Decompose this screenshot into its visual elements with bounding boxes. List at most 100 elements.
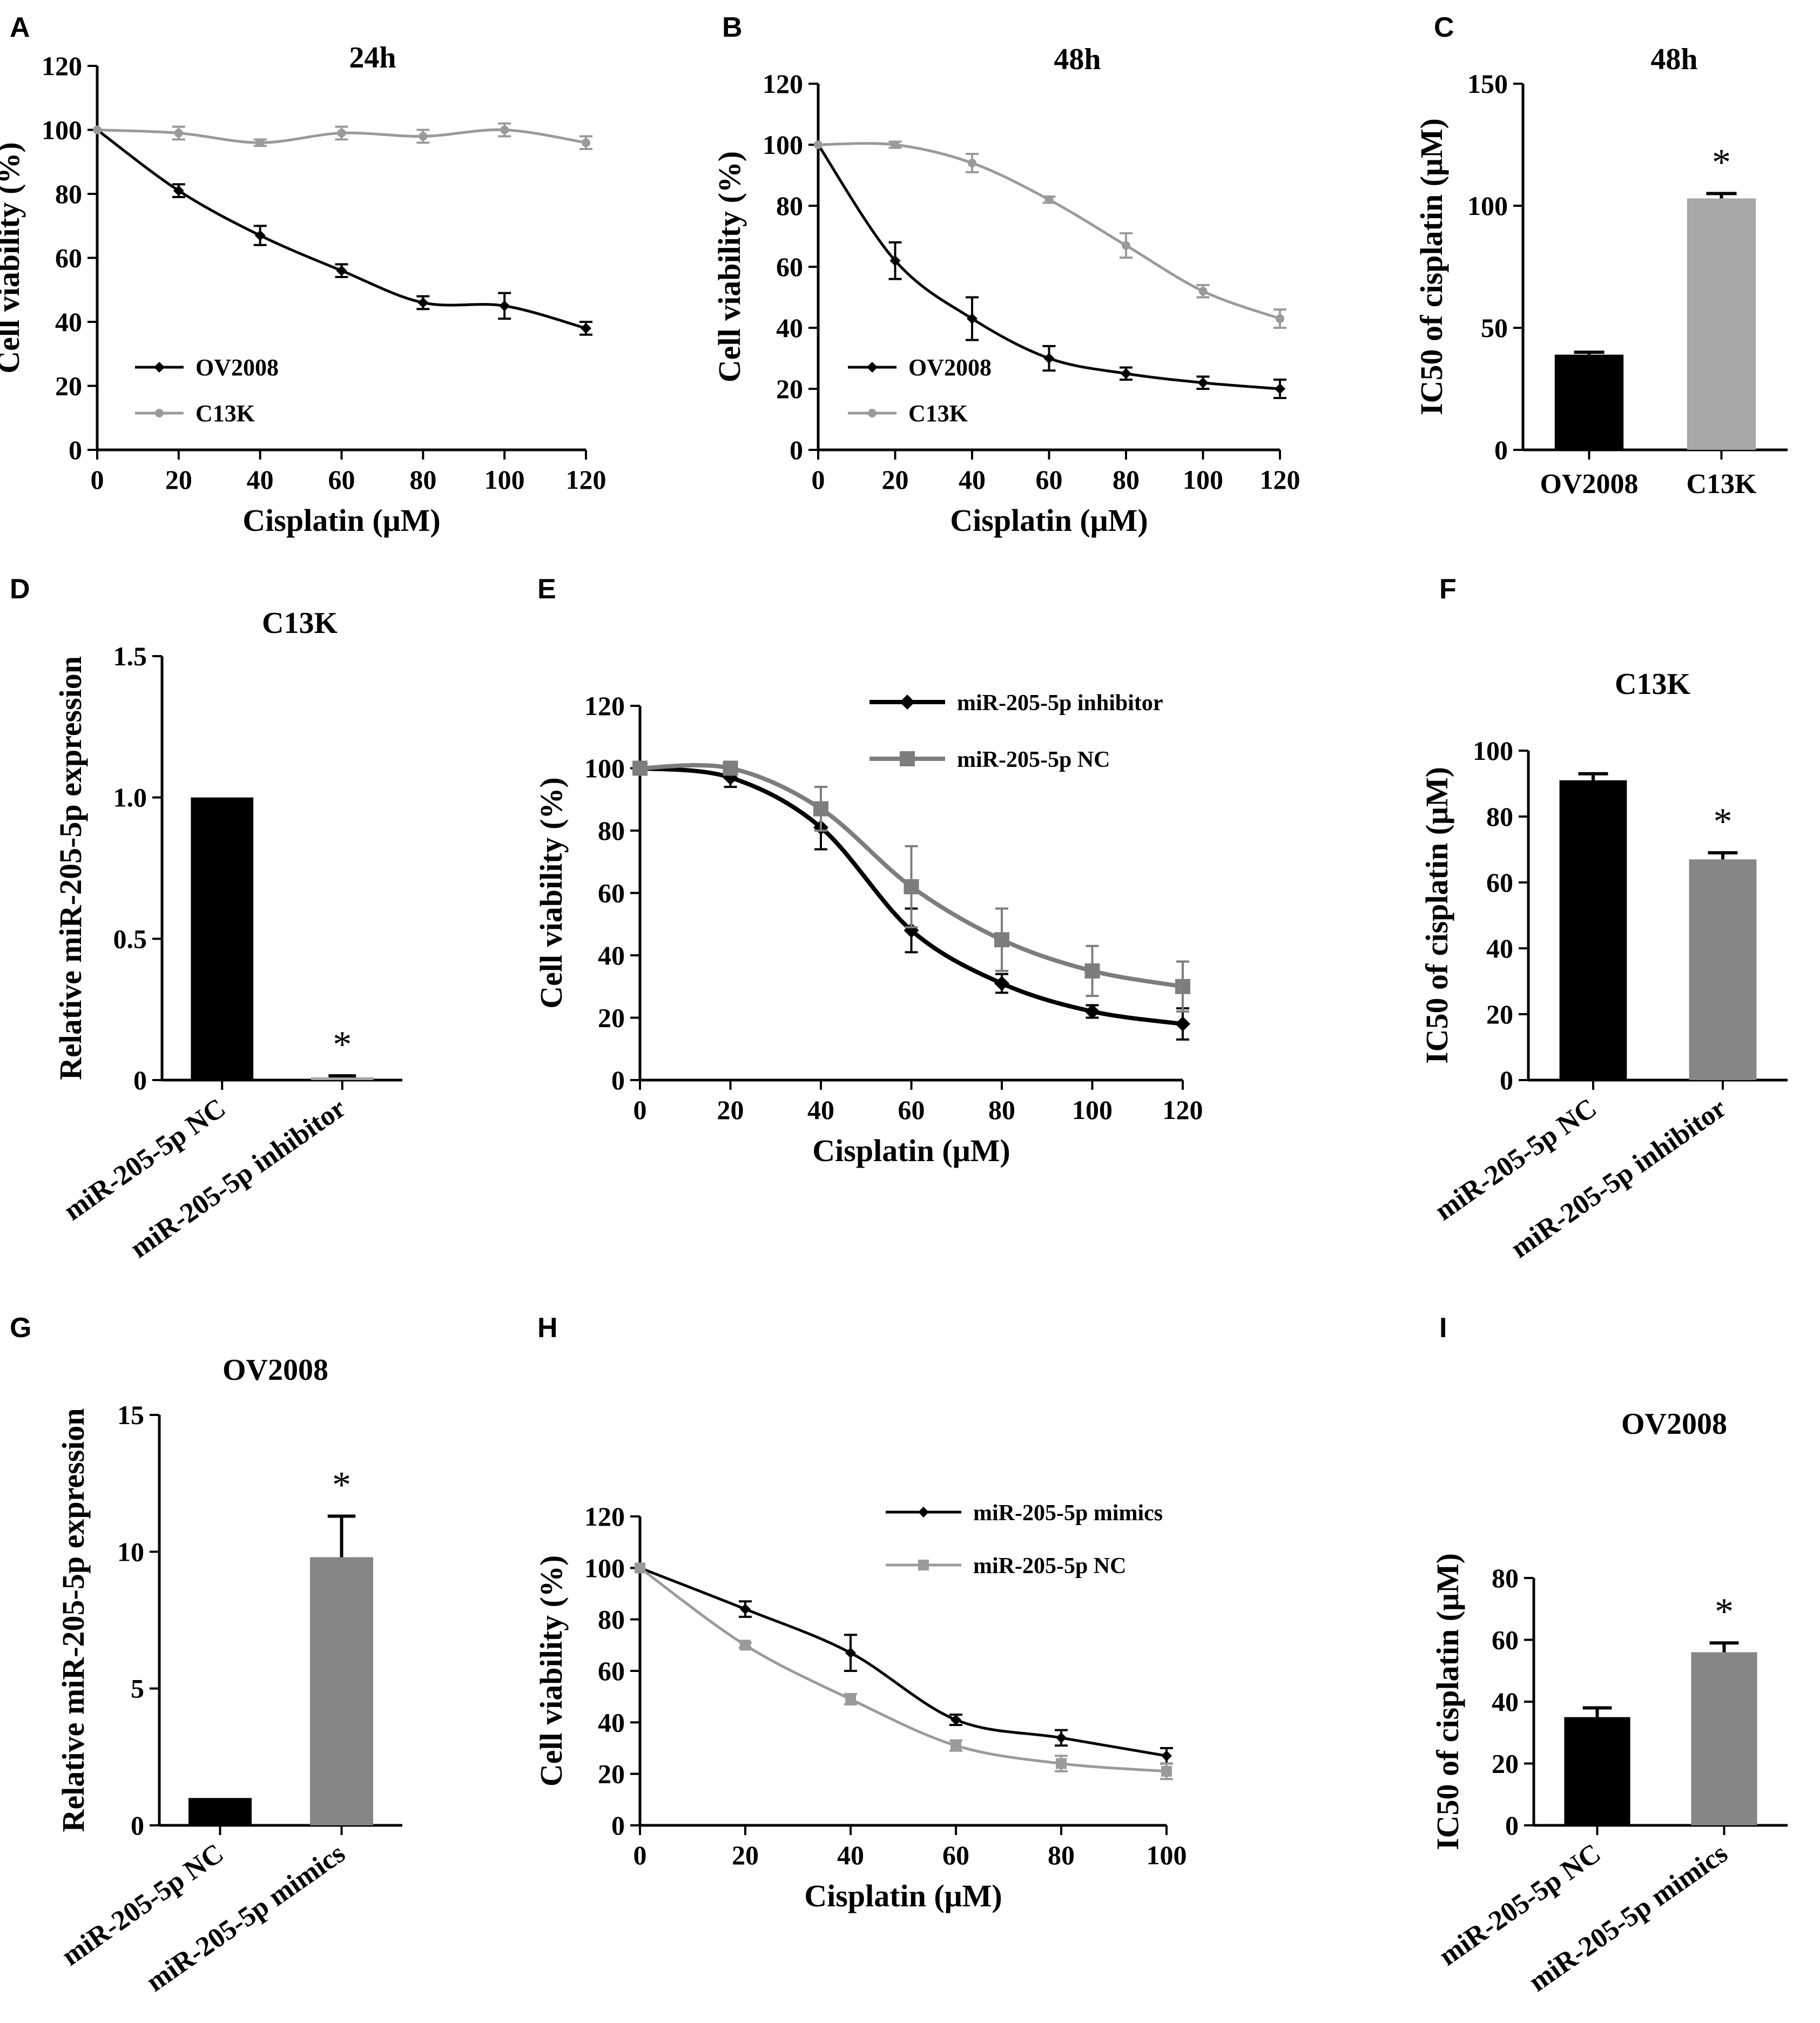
panel-title: 48h	[1650, 43, 1697, 76]
y-tick-label: 60	[1492, 1625, 1519, 1655]
bar	[1554, 354, 1624, 450]
legend-entry: C13K	[848, 400, 968, 427]
x-tick-label: 120	[1260, 464, 1300, 495]
series-ov2008	[92, 124, 592, 336]
legend-marker	[918, 1560, 929, 1570]
y-tick-label: 100	[1473, 736, 1513, 766]
x-tick-label: 60	[898, 1095, 925, 1125]
panel-title: 24h	[349, 41, 396, 75]
legend-label: OV2008	[196, 354, 279, 381]
data-point	[814, 140, 823, 149]
y-tick-label: 40	[598, 940, 625, 970]
y-tick-label: 20	[1486, 999, 1513, 1029]
x-tick-label: 120	[566, 464, 606, 495]
y-tick-label: 100	[763, 130, 803, 160]
x-tick-label: 80	[1048, 1840, 1075, 1870]
significance-star: *	[1712, 141, 1731, 183]
panel-A: A 24h 0 20 40 60 80 100 120 Cell viability (%) 0 20…	[0, 12, 606, 538]
panel-letter: I	[1439, 1312, 1447, 1344]
y-tick-label: 20	[598, 1759, 625, 1789]
data-point	[1056, 1758, 1067, 1769]
data-point	[1056, 1732, 1067, 1743]
y-tick-label: 0	[1494, 435, 1508, 465]
data-point	[500, 125, 509, 134]
legend-marker	[155, 409, 164, 417]
data-point	[1275, 383, 1285, 394]
data-point	[740, 1640, 751, 1651]
panel-title: C13K	[262, 606, 338, 640]
x-tick-label: 40	[807, 1095, 834, 1125]
data-point	[1276, 314, 1284, 323]
y-tick-label: 80	[598, 1604, 625, 1635]
data-point	[632, 760, 648, 776]
data-point	[1122, 241, 1130, 250]
legend-marker	[900, 751, 915, 766]
data-point	[1161, 1750, 1172, 1762]
panel-C: C 48h 0 50 100 150 IC50 of cisplatin (μM) OV200…	[1414, 12, 1788, 500]
x-tick-label: 80	[1113, 464, 1140, 495]
panel-letter: G	[10, 1312, 31, 1344]
data-point	[1197, 377, 1209, 388]
y-axis-label: Cell viability (%)	[534, 777, 569, 1009]
panel-D: D C13K 0 0.5 1.0 1.5 Relative miR-205-5p expre…	[10, 574, 402, 1264]
y-tick-label: 20	[598, 1003, 625, 1033]
legend-label: miR-205-5p NC	[957, 747, 1110, 772]
x-axis-label: Cisplatin (μM)	[812, 1133, 1010, 1168]
y-axis-label: Relative miR-205-5p expression	[53, 656, 88, 1080]
data-point	[582, 138, 590, 147]
x-tick-label: 20	[717, 1095, 744, 1125]
panel-title: 48h	[1054, 43, 1101, 76]
x-tick-label: 0	[812, 464, 825, 495]
data-point	[1175, 1016, 1190, 1032]
x-tick-label: 60	[942, 1840, 969, 1870]
data-point	[994, 932, 1009, 948]
data-point	[1044, 195, 1054, 204]
data-point	[813, 801, 828, 817]
series-line	[818, 141, 1280, 320]
y-tick-label: 100	[584, 1553, 625, 1583]
data-point	[173, 185, 184, 197]
data-point	[723, 760, 738, 776]
x-tick-label: 0	[91, 464, 104, 495]
bar-group: OV2008	[1540, 350, 1639, 500]
data-point	[499, 300, 510, 312]
panel-letter: E	[537, 574, 556, 605]
y-tick-label: 80	[1492, 1563, 1519, 1593]
x-category-label: miR-205-5p mimics	[141, 1838, 351, 1998]
data-point	[1043, 353, 1055, 364]
y-axis-label: Relative miR-205-5p expression	[56, 1408, 91, 1832]
bar	[1564, 1717, 1630, 1825]
y-tick-label: 40	[1486, 933, 1513, 963]
legend-label: miR-205-5p NC	[973, 1554, 1126, 1579]
y-tick-label: 120	[584, 691, 625, 721]
series-line	[639, 1567, 1167, 1773]
legend-marker	[918, 1507, 929, 1518]
y-tick-label: 60	[598, 1656, 625, 1686]
y-axis-label: IC50 of cisplatin (μM)	[1419, 767, 1454, 1064]
bar-group: * C13K	[1687, 141, 1757, 500]
y-tick-label: 0	[611, 1810, 625, 1840]
x-tick-label: 100	[1183, 464, 1223, 495]
x-tick-label: 40	[959, 464, 986, 495]
data-point	[968, 158, 976, 167]
bar	[1691, 1652, 1757, 1825]
x-tick-label: 0	[633, 1095, 647, 1125]
significance-star: *	[333, 1024, 352, 1066]
series-c13k	[93, 122, 592, 151]
data-point	[1084, 963, 1100, 979]
data-point	[891, 140, 900, 149]
data-point	[904, 879, 919, 894]
data-point	[1198, 287, 1208, 296]
y-axis-label: IC50 of cisplatin (μM)	[1414, 118, 1449, 415]
legend-entry: C13K	[135, 400, 255, 427]
y-tick-label: 40	[1492, 1687, 1519, 1717]
y-tick-label: 60	[55, 243, 82, 273]
y-axis-label: Cell viability (%)	[712, 151, 747, 383]
x-tick-label: 100	[484, 464, 525, 495]
x-tick-label: 60	[328, 464, 355, 495]
significance-star: *	[1715, 1591, 1734, 1633]
panel-title: OV2008	[1621, 1407, 1727, 1441]
y-tick-label: 40	[776, 313, 803, 343]
y-tick-label: 60	[1486, 867, 1513, 898]
legend-label: miR-205-5p mimics	[973, 1501, 1163, 1526]
